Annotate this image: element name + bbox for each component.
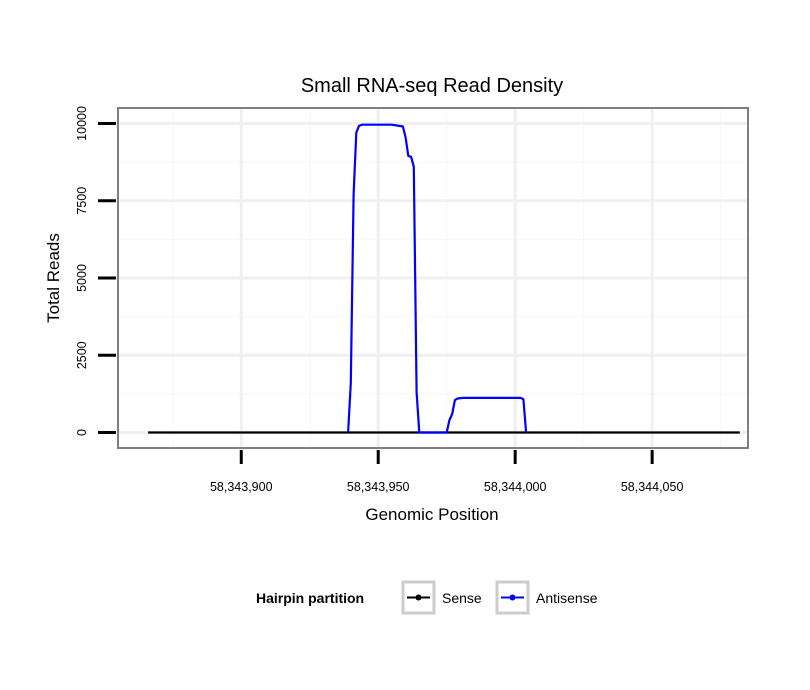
legend-key-point (415, 594, 422, 601)
legend-entry-antisense: Antisense (495, 580, 598, 615)
legend: Hairpin partition Sense Antisense (256, 580, 598, 615)
plot-border (117, 107, 749, 449)
x-axis: 58,343,900 58,343,950 58,344,000 58,344,050 (210, 450, 683, 494)
y-tick-label: 7500 (75, 187, 89, 215)
y-tick-label: 0 (75, 429, 89, 436)
legend-entries: Sense Antisense (401, 580, 598, 615)
chart-title: Small RNA-seq Read Density (301, 75, 563, 97)
x-tick-label: 58,344,000 (484, 480, 547, 494)
legend-key-point (509, 594, 516, 601)
grid (118, 108, 748, 448)
legend-label: Antisense (536, 590, 598, 606)
y-tick-label: 10000 (75, 106, 89, 141)
legend-title: Hairpin partition (256, 590, 364, 606)
legend-label: Sense (442, 590, 482, 606)
y-tick-label: 2500 (75, 341, 89, 369)
legend-key-box (495, 580, 530, 615)
x-tick-label: 58,344,050 (621, 480, 684, 494)
legend-entry-sense: Sense (401, 580, 482, 615)
x-tick-label: 58,343,950 (347, 480, 410, 494)
series-layer (148, 123, 740, 434)
y-axis: 0 2500 5000 7500 10000 (75, 106, 116, 436)
x-axis-title: Genomic Position (365, 505, 498, 524)
legend-key-box (401, 580, 436, 615)
series-line-antisense (347, 123, 528, 434)
y-tick-label: 5000 (75, 264, 89, 292)
x-tick-label: 58,343,900 (210, 480, 273, 494)
y-axis-title: Total Reads (44, 233, 63, 323)
